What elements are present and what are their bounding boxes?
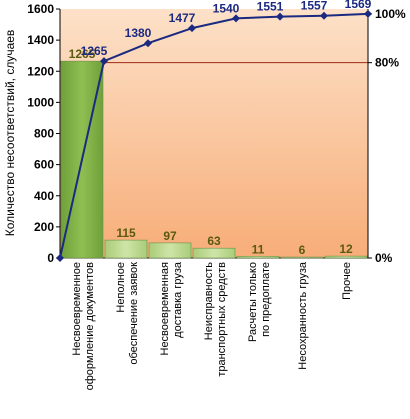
- y-tick-label: 200: [34, 220, 54, 234]
- category-label-line: по предоплате: [260, 262, 272, 337]
- category-label-line: обеспечение заявок: [128, 262, 140, 365]
- cumulative-segment: [191, 17, 237, 30]
- cumulative-marker: [364, 9, 372, 18]
- cumulative-segment: [323, 12, 369, 17]
- y-tick-label: 1200: [27, 64, 54, 78]
- labels: 1265 115 97 63 11 6 12 Несвоевременноеоформлени…: [69, 0, 372, 390]
- bar-value-label: 115: [116, 226, 136, 240]
- cumulative-value-label: 1540: [213, 1, 240, 15]
- cumulative-value-label: 1551: [257, 0, 284, 14]
- category-label: Несохранность груза: [297, 261, 309, 370]
- right-tick-label: 100%: [375, 7, 406, 21]
- bar-value-label: 6: [299, 243, 306, 257]
- bar: [104, 239, 148, 259]
- bar: [148, 242, 192, 259]
- cumulative-marker: [232, 14, 240, 23]
- cumulative-segment: [103, 42, 149, 63]
- plot-background: [60, 9, 368, 258]
- category-label-line: Несвоевременное: [71, 262, 83, 356]
- right-tick-label: 80%: [375, 56, 399, 70]
- cumulative-marker: [100, 57, 108, 66]
- cumulative-segment: [147, 27, 193, 45]
- right-tick-label: 0%: [375, 251, 393, 265]
- y-tick-label: 1600: [27, 2, 54, 16]
- cumulative-segment: [279, 14, 325, 18]
- cumulative-marker: [56, 254, 64, 262]
- cumulative-marker: [144, 39, 152, 48]
- cumulative-value-label: 1265: [81, 44, 108, 58]
- y-axis-label: Количество несоответствий, случаев: [3, 30, 17, 237]
- category-label-line: транспортных средств: [216, 262, 228, 377]
- category-label-line: Несвоевременная: [159, 262, 171, 356]
- category-label: Несвоевременнаядоставка груза: [159, 261, 184, 355]
- bar: [236, 255, 280, 259]
- bar-value-label: 63: [207, 234, 221, 248]
- cumulative-value-label: 1569: [345, 0, 372, 11]
- cumulative-value-label: 1380: [125, 26, 152, 40]
- category-label: Неполноеобеспечение заявок: [115, 262, 140, 365]
- category-label-line: Прочее: [341, 262, 353, 300]
- bar: [280, 256, 324, 259]
- cumulative-segment: [235, 15, 281, 20]
- bar-value-label: 11: [252, 242, 265, 256]
- category-label: Прочее: [341, 262, 353, 300]
- cumulative-marker: [188, 24, 196, 33]
- cumulative-line: [56, 9, 372, 262]
- y-tick-label: 800: [34, 127, 54, 141]
- cumulative-value-label: 1557: [301, 0, 328, 13]
- y-tick-label: 600: [34, 158, 54, 172]
- bar: [192, 247, 236, 259]
- cumulative-segment: [59, 60, 105, 259]
- category-label-line: Неполное: [115, 262, 127, 313]
- category-label: Несвоевременноеоформление документов: [71, 262, 96, 391]
- y-tick-label: 0: [47, 251, 54, 265]
- category-label-line: Расчеты только: [247, 262, 259, 342]
- bar-value-label: 1265: [69, 47, 96, 61]
- category-label: Неисправностьтранспортных средств: [203, 262, 228, 377]
- y-tick-label: 1000: [27, 95, 54, 109]
- category-label-line: Неисправность: [203, 262, 215, 340]
- category-label-line: Несохранность груза: [297, 261, 309, 370]
- y-tick-label: 1400: [27, 33, 54, 47]
- category-label-line: оформление документов: [84, 262, 96, 391]
- category-label: Расчеты толькопо предоплате: [247, 262, 272, 342]
- bar-value-label: 12: [339, 242, 353, 256]
- bar: [324, 255, 368, 259]
- cumulative-value-label: 1477: [169, 11, 196, 25]
- cumulative-marker: [276, 12, 284, 21]
- bar-value-label: 97: [163, 229, 177, 243]
- category-label-line: доставка груза: [172, 261, 184, 338]
- cumulative-marker: [320, 11, 328, 20]
- y-tick-label: 400: [34, 189, 54, 203]
